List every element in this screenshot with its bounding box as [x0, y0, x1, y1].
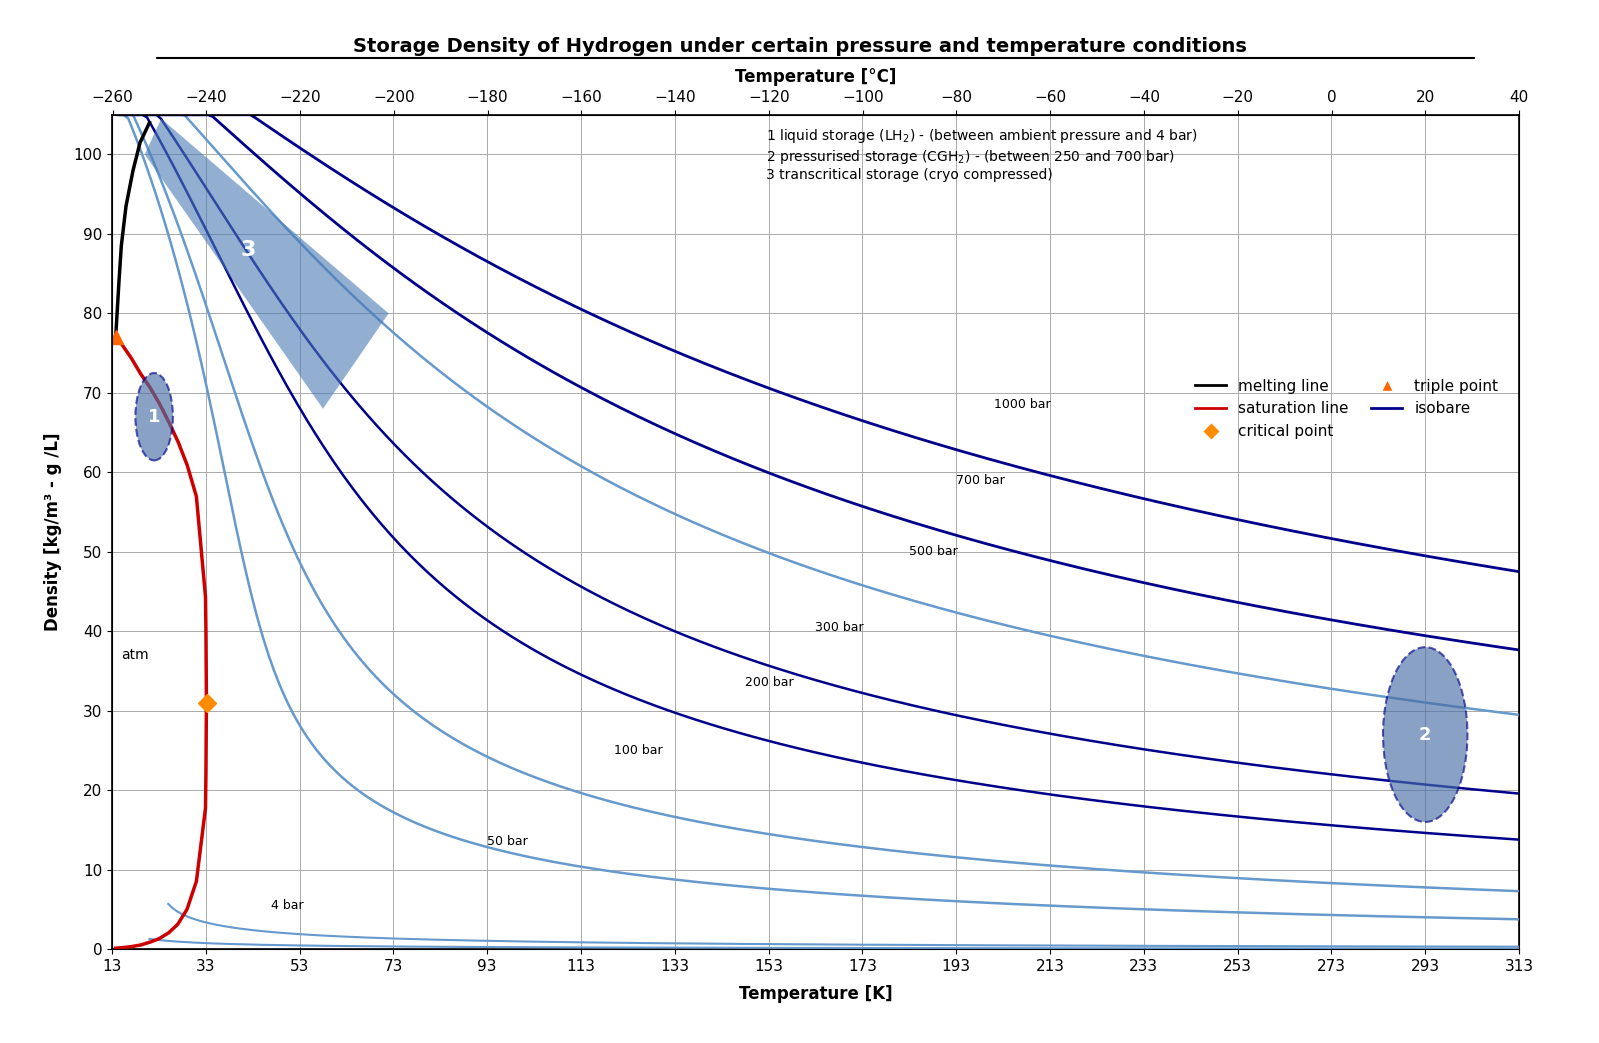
Text: 700 bar: 700 bar — [956, 474, 1004, 487]
Text: 1000 bar: 1000 bar — [993, 398, 1051, 411]
Ellipse shape — [1383, 647, 1468, 822]
Text: 300 bar: 300 bar — [815, 621, 863, 634]
Ellipse shape — [136, 373, 173, 460]
Polygon shape — [146, 119, 389, 409]
X-axis label: Temperature [K]: Temperature [K] — [739, 985, 892, 1003]
Text: 1: 1 — [147, 408, 160, 426]
Y-axis label: Density [kg/m³ - g /L]: Density [kg/m³ - g /L] — [45, 433, 62, 631]
Text: atm: atm — [122, 648, 149, 662]
Text: 4 bar: 4 bar — [272, 899, 304, 912]
Text: 500 bar: 500 bar — [910, 545, 958, 558]
Text: 3: 3 — [240, 240, 256, 260]
X-axis label: Temperature [°C]: Temperature [°C] — [736, 68, 895, 86]
Text: 1 liquid storage (LH$_2$) - (between ambient pressure and 4 bar)
2 pressurised s: 1 liquid storage (LH$_2$) - (between amb… — [766, 127, 1198, 183]
Text: 200 bar: 200 bar — [745, 677, 793, 689]
Legend: melting line, saturation line, critical point, triple point, isobare: melting line, saturation line, critical … — [1190, 372, 1505, 445]
Text: Storage Density of Hydrogen under certain pressure and temperature conditions: Storage Density of Hydrogen under certai… — [352, 38, 1247, 56]
Text: 2: 2 — [1418, 726, 1431, 744]
Text: 50 bar: 50 bar — [488, 835, 528, 848]
Text: 100 bar: 100 bar — [614, 744, 662, 757]
